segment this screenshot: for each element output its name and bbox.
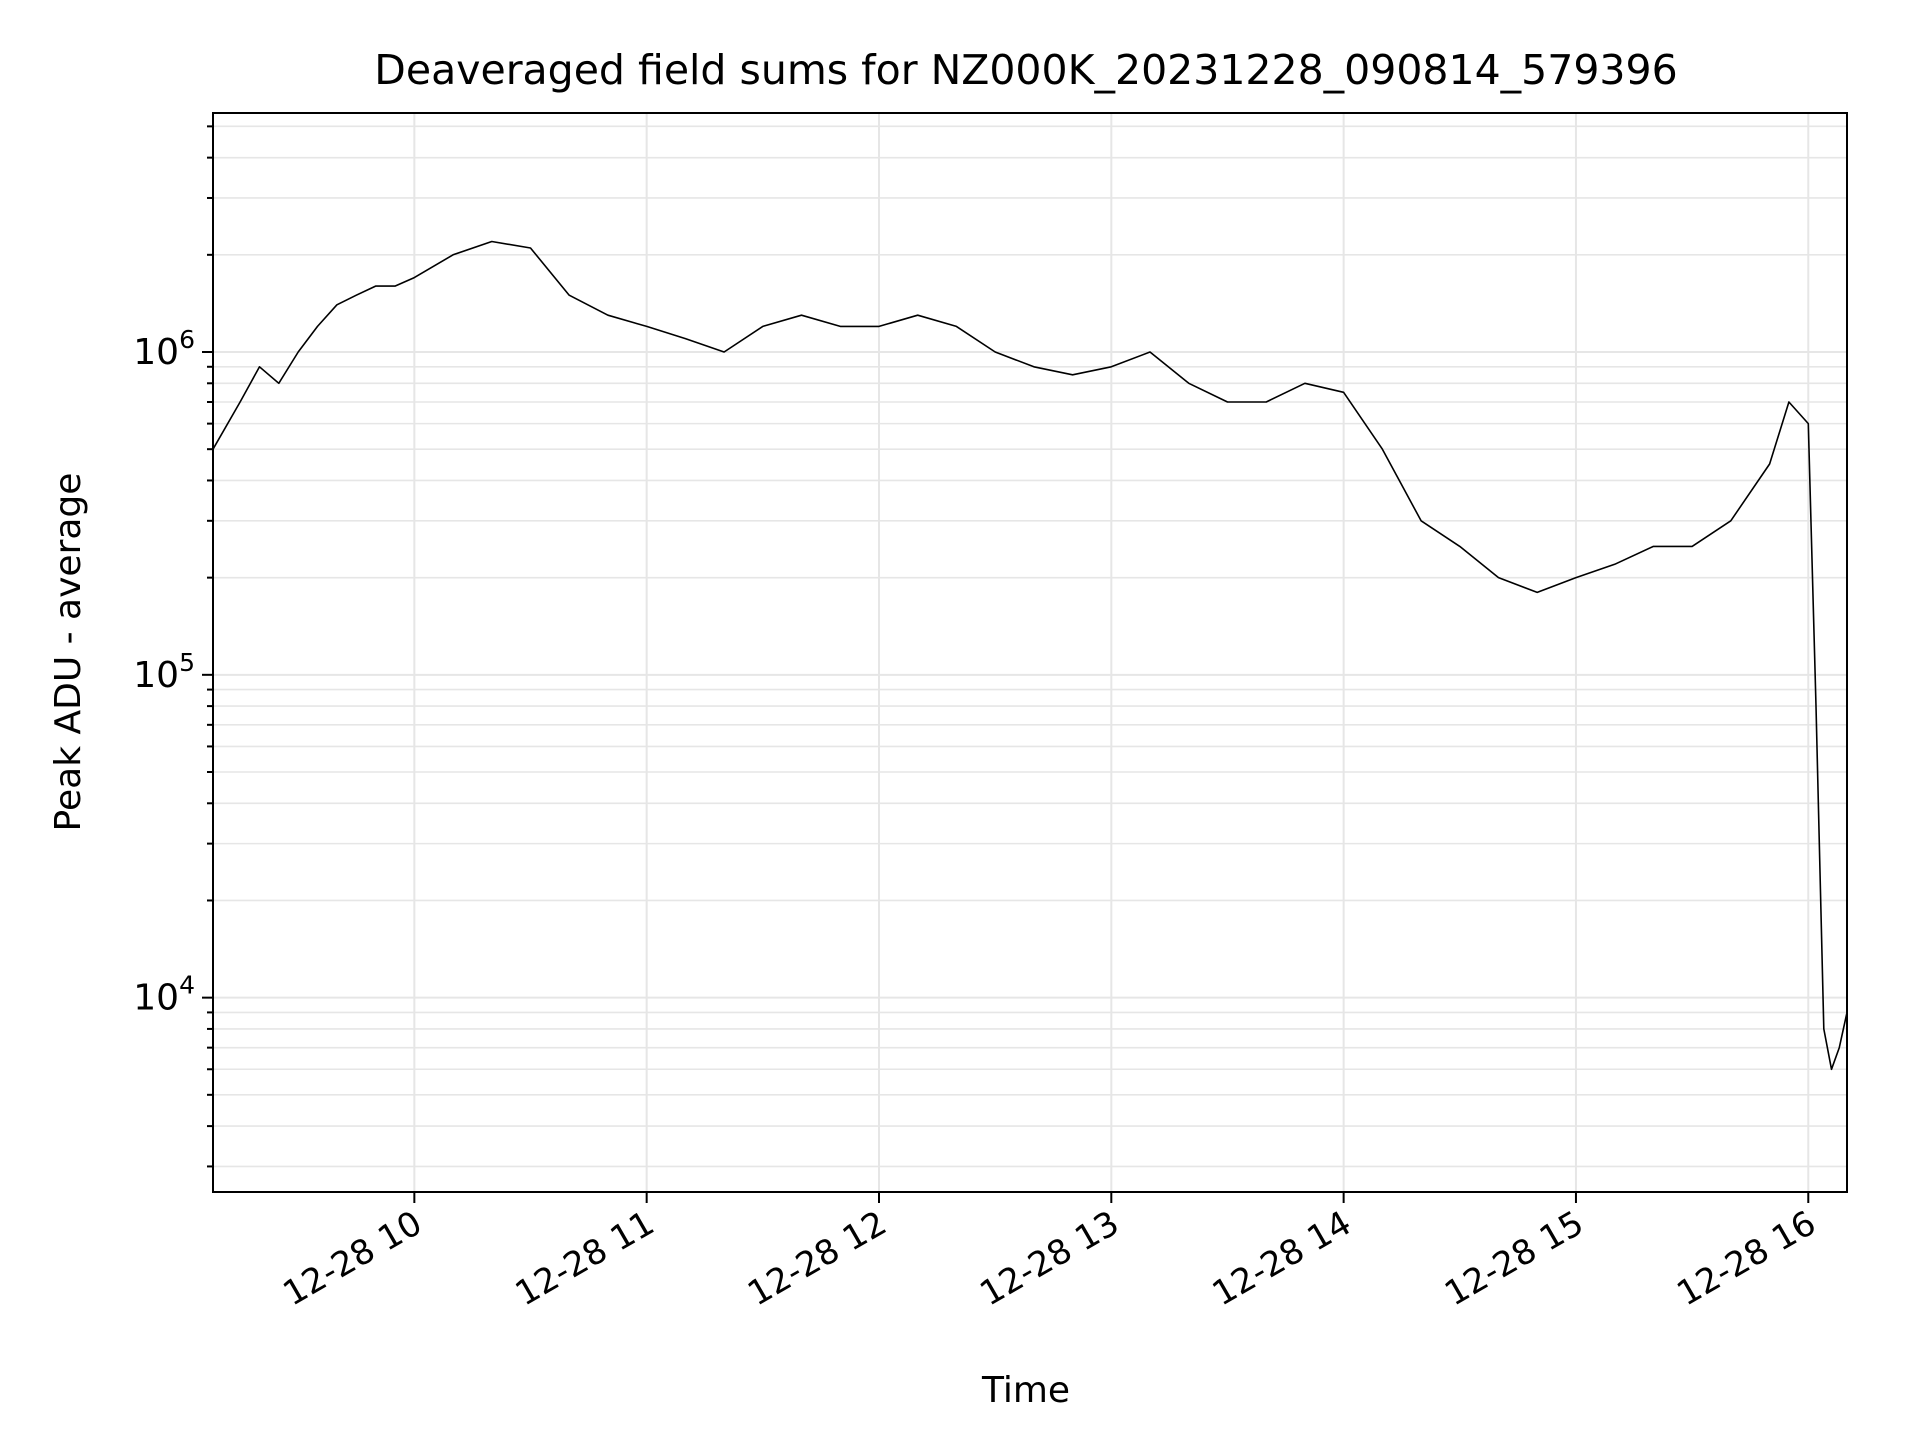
series-layer <box>212 240 1848 1071</box>
y-tick-label: 104 <box>133 971 195 1019</box>
x-axis-label: Time <box>981 1370 1070 1411</box>
chart-title: Deaveraged field sums for NZ000K_2023122… <box>374 46 1677 94</box>
y-tick-label: 105 <box>133 648 195 696</box>
grid <box>213 113 1847 1192</box>
y-axis-label: Peak ADU - average <box>48 473 89 832</box>
y-tick-label: 106 <box>133 325 195 373</box>
plot-frame <box>212 112 1848 1193</box>
series-line <box>212 240 1848 1071</box>
